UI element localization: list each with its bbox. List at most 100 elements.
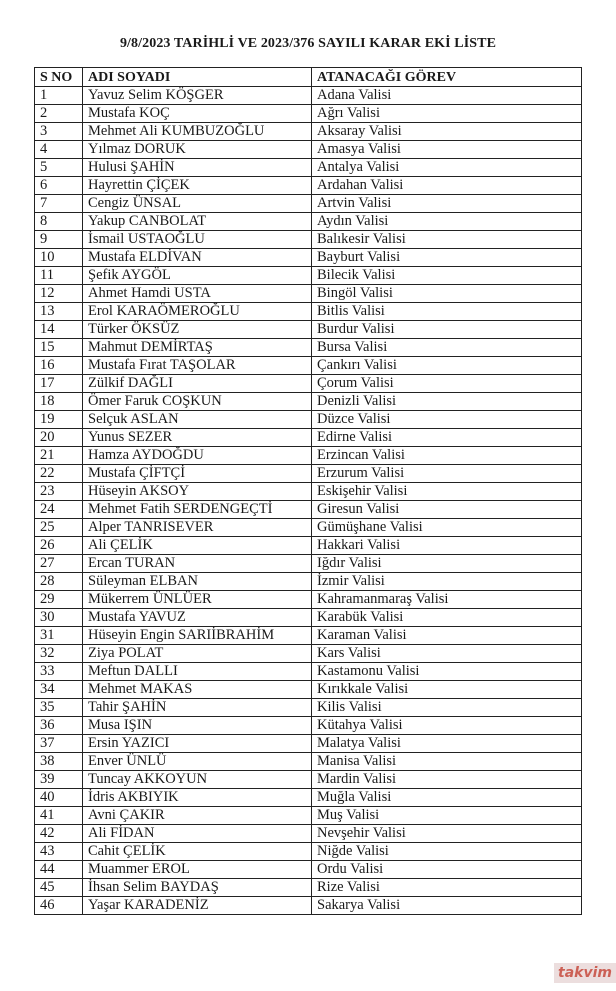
cell-position: Erzincan Valisi: [311, 446, 582, 465]
table-row: 29 Mükerrem ÜNLÜER Kahramanmaraş Valisi: [34, 590, 582, 609]
cell-sno: 7: [34, 194, 83, 213]
cell-name: Muammer EROL: [82, 860, 312, 879]
cell-position: Hakkari Valisi: [311, 536, 582, 555]
cell-name: Şefik AYGÖL: [82, 266, 312, 285]
cell-position: Giresun Valisi: [311, 500, 582, 519]
cell-name: Hamza AYDOĞDU: [82, 446, 312, 465]
cell-name: Zülkif DAĞLI: [82, 374, 312, 393]
cell-position: Burdur Valisi: [311, 320, 582, 339]
cell-sno: 8: [34, 212, 83, 231]
cell-position: Bitlis Valisi: [311, 302, 582, 321]
cell-sno: 31: [34, 626, 83, 645]
table-row: 45 İhsan Selim BAYDAŞ Rize Valisi: [34, 878, 582, 897]
cell-name: Hulusi ŞAHİN: [82, 158, 312, 177]
table-row: 8 Yakup CANBOLAT Aydın Valisi: [34, 212, 582, 231]
cell-sno: 3: [34, 122, 83, 141]
header-position: ATANACAĞI GÖREV: [311, 67, 582, 87]
cell-name: Ali ÇELİK: [82, 536, 312, 555]
cell-position: Amasya Valisi: [311, 140, 582, 159]
cell-position: Niğde Valisi: [311, 842, 582, 861]
cell-sno: 5: [34, 158, 83, 177]
table-row: 46 Yaşar KARADENİZ Sakarya Valisi: [34, 896, 582, 915]
cell-sno: 29: [34, 590, 83, 609]
table-row: 23 Hüseyin AKSOY Eskişehir Valisi: [34, 482, 582, 501]
table-row: 24 Mehmet Fatih SERDENGEÇTİ Giresun Valisi: [34, 500, 582, 519]
cell-position: Eskişehir Valisi: [311, 482, 582, 501]
table-row: 42 Ali FİDAN Nevşehir Valisi: [34, 824, 582, 843]
table-row: 34 Mehmet MAKAS Kırıkkale Valisi: [34, 680, 582, 699]
cell-name: İhsan Selim BAYDAŞ: [82, 878, 312, 897]
cell-name: Mükerrem ÜNLÜER: [82, 590, 312, 609]
cell-name: Ömer Faruk COŞKUN: [82, 392, 312, 411]
cell-position: Denizli Valisi: [311, 392, 582, 411]
cell-sno: 23: [34, 482, 83, 501]
cell-position: Çorum Valisi: [311, 374, 582, 393]
cell-name: Ahmet Hamdi USTA: [82, 284, 312, 303]
cell-position: Artvin Valisi: [311, 194, 582, 213]
cell-sno: 13: [34, 302, 83, 321]
cell-name: Ziya POLAT: [82, 644, 312, 663]
cell-name: Yılmaz DORUK: [82, 140, 312, 159]
cell-name: Meftun DALLI: [82, 662, 312, 681]
cell-name: Musa IŞIN: [82, 716, 312, 735]
table-row: 18 Ömer Faruk COŞKUN Denizli Valisi: [34, 392, 582, 411]
cell-sno: 17: [34, 374, 83, 393]
table-row: 43 Cahit ÇELİK Niğde Valisi: [34, 842, 582, 861]
cell-sno: 40: [34, 788, 83, 807]
table-row: 9 İsmail USTAOĞLU Balıkesir Valisi: [34, 230, 582, 249]
cell-position: Nevşehir Valisi: [311, 824, 582, 843]
cell-position: Antalya Valisi: [311, 158, 582, 177]
cell-name: Ali FİDAN: [82, 824, 312, 843]
cell-sno: 30: [34, 608, 83, 627]
cell-position: Kırıkkale Valisi: [311, 680, 582, 699]
table-row: 39 Tuncay AKKOYUN Mardin Valisi: [34, 770, 582, 789]
cell-position: Iğdır Valisi: [311, 554, 582, 573]
table-row: 41 Avni ÇAKIR Muş Valisi: [34, 806, 582, 825]
header-sno: S NO: [34, 67, 83, 87]
table-row: 13 Erol KARAÖMEROĞLU Bitlis Valisi: [34, 302, 582, 321]
cell-sno: 15: [34, 338, 83, 357]
table-row: 33 Meftun DALLI Kastamonu Valisi: [34, 662, 582, 681]
cell-name: Mehmet Ali KUMBUZOĞLU: [82, 122, 312, 141]
cell-position: Bayburt Valisi: [311, 248, 582, 267]
cell-name: Yunus SEZER: [82, 428, 312, 447]
table-row: 36 Musa IŞIN Kütahya Valisi: [34, 716, 582, 735]
table-row: 12 Ahmet Hamdi USTA Bingöl Valisi: [34, 284, 582, 303]
cell-name: Yavuz Selim KÖŞGER: [82, 86, 312, 105]
cell-name: Enver ÜNLÜ: [82, 752, 312, 771]
table-row: 21 Hamza AYDOĞDU Erzincan Valisi: [34, 446, 582, 465]
table-row: 10 Mustafa ELDİVAN Bayburt Valisi: [34, 248, 582, 267]
cell-position: Kütahya Valisi: [311, 716, 582, 735]
cell-position: Sakarya Valisi: [311, 896, 582, 915]
table-row: 32 Ziya POLAT Kars Valisi: [34, 644, 582, 663]
cell-sno: 45: [34, 878, 83, 897]
cell-position: Manisa Valisi: [311, 752, 582, 771]
cell-sno: 24: [34, 500, 83, 519]
table-row: 1 Yavuz Selim KÖŞGER Adana Valisi: [34, 86, 582, 105]
table-row: 20 Yunus SEZER Edirne Valisi: [34, 428, 582, 447]
cell-sno: 35: [34, 698, 83, 717]
cell-name: Mehmet Fatih SERDENGEÇTİ: [82, 500, 312, 519]
cell-name: Ersin YAZICI: [82, 734, 312, 753]
cell-position: Ardahan Valisi: [311, 176, 582, 195]
cell-name: Erol KARAÖMEROĞLU: [82, 302, 312, 321]
table-row: 31 Hüseyin Engin SARIİBRAHİM Karaman Valis…: [34, 626, 582, 645]
cell-sno: 2: [34, 104, 83, 123]
cell-name: Hüseyin AKSOY: [82, 482, 312, 501]
cell-sno: 1: [34, 86, 83, 105]
cell-sno: 36: [34, 716, 83, 735]
cell-position: Kahramanmaraş Valisi: [311, 590, 582, 609]
cell-sno: 38: [34, 752, 83, 771]
cell-sno: 16: [34, 356, 83, 375]
table-row: 3 Mehmet Ali KUMBUZOĞLU Aksaray Valisi: [34, 122, 582, 141]
cell-name: Cahit ÇELİK: [82, 842, 312, 861]
cell-name: Yaşar KARADENİZ: [82, 896, 312, 915]
cell-name: Ercan TURAN: [82, 554, 312, 573]
table-row: 22 Mustafa ÇİFTÇİ Erzurum Valisi: [34, 464, 582, 483]
cell-sno: 25: [34, 518, 83, 537]
cell-sno: 37: [34, 734, 83, 753]
table-row: 26 Ali ÇELİK Hakkari Valisi: [34, 536, 582, 555]
cell-position: Gümüşhane Valisi: [311, 518, 582, 537]
cell-sno: 14: [34, 320, 83, 339]
appointment-table: S NO ADI SOYADI ATANACAĞI GÖREV 1 Yavuz S…: [34, 67, 582, 915]
